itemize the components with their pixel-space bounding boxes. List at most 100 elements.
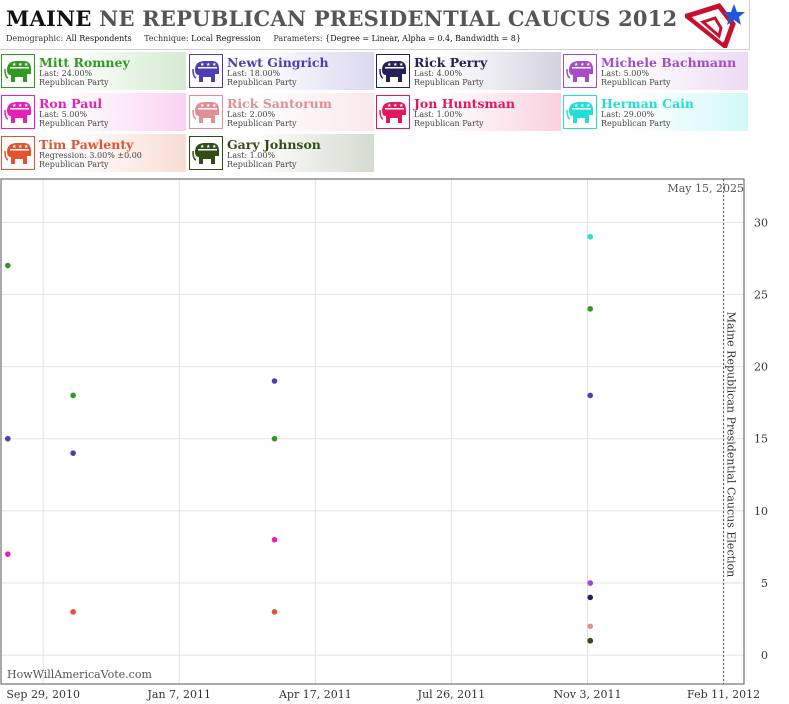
data-point bbox=[587, 594, 594, 601]
swatch: ★ ★ ★ bbox=[1, 95, 35, 129]
candidate-party: Republican Party bbox=[601, 119, 671, 128]
svg-text:★: ★ bbox=[399, 103, 404, 109]
svg-text:★: ★ bbox=[574, 103, 579, 109]
candidate-stat: Last: 1.00% bbox=[414, 110, 463, 119]
swatch: ★ ★ ★ bbox=[189, 136, 223, 170]
svg-text:★: ★ bbox=[212, 144, 217, 150]
candidate-stat: Last: 29.00% bbox=[601, 110, 655, 119]
candidate-stat: Last: 2.00% bbox=[227, 110, 276, 119]
data-point bbox=[587, 637, 594, 644]
svg-text:★: ★ bbox=[387, 103, 392, 109]
candidate-party: Republican Party bbox=[601, 78, 671, 87]
data-point bbox=[587, 623, 594, 630]
title-state: MAINE bbox=[6, 6, 92, 31]
svg-text:★: ★ bbox=[574, 62, 579, 68]
svg-text:★: ★ bbox=[212, 62, 217, 68]
candidate-name: Newt Gingrich bbox=[227, 55, 329, 70]
svg-text:★: ★ bbox=[18, 62, 23, 68]
data-point bbox=[587, 233, 594, 240]
candidate-name: Ron Paul bbox=[39, 96, 103, 111]
candidate-legend: ★ ★ ★ Mitt Romney Last: 24.00% Republican Par… bbox=[0, 52, 750, 174]
candidate-party: Republican Party bbox=[39, 160, 109, 169]
svg-text:★: ★ bbox=[586, 62, 591, 68]
candidate-name: Tim Pawlenty bbox=[39, 137, 134, 152]
svg-text:★: ★ bbox=[200, 103, 205, 109]
swatch: ★ ★ ★ bbox=[189, 95, 223, 129]
data-point bbox=[271, 378, 278, 384]
svg-text:★: ★ bbox=[200, 62, 205, 68]
legend-item: ★ ★ ★ Mitt Romney Last: 24.00% Republican Par… bbox=[0, 52, 186, 90]
x-tick-label: Jul 26, 2011 bbox=[417, 688, 486, 701]
x-tick-label: Sep 29, 2010 bbox=[6, 688, 80, 701]
parameters-label: Parameters: bbox=[273, 34, 323, 43]
data-point bbox=[5, 435, 11, 442]
demographic-label: Demographic: bbox=[6, 34, 64, 43]
x-tick-label: Jan 7, 2011 bbox=[146, 688, 211, 701]
data-point bbox=[271, 435, 278, 442]
y-tick-label: 25 bbox=[754, 288, 768, 301]
legend-item: ★ ★ ★ Tim Pawlenty Regression: 3.00% ±0.00 Re… bbox=[0, 134, 186, 172]
svg-text:★: ★ bbox=[393, 62, 398, 68]
svg-text:★: ★ bbox=[24, 144, 29, 150]
swatch: ★ ★ ★ bbox=[563, 95, 597, 129]
data-point bbox=[271, 536, 278, 543]
candidate-name: Herman Cain bbox=[601, 96, 694, 111]
candidate-stat: Last: 24.00% bbox=[39, 69, 93, 78]
candidate-stat: Last: 1.00% bbox=[227, 151, 276, 160]
candidate-stat: Last: 5.00% bbox=[39, 110, 88, 119]
svg-text:★: ★ bbox=[18, 144, 23, 150]
svg-text:★: ★ bbox=[212, 103, 217, 109]
svg-text:★: ★ bbox=[206, 103, 211, 109]
svg-text:★: ★ bbox=[586, 103, 591, 109]
candidate-party: Republican Party bbox=[227, 78, 297, 87]
data-point bbox=[271, 609, 278, 615]
chart-header: MAINE NE REPUBLICAN PRESIDENTIAL CAUCUS … bbox=[0, 0, 750, 50]
y-tick-label: 20 bbox=[754, 361, 768, 374]
data-point bbox=[70, 609, 76, 615]
as-of-date: May 15, 2025 bbox=[667, 182, 744, 195]
x-tick-label: Apr 17, 2011 bbox=[278, 688, 352, 701]
candidate-stat: Last: 18.00% bbox=[227, 69, 281, 78]
election-day-label: Maine Republican Presidential Caucus Ele… bbox=[725, 312, 738, 578]
svg-text:★: ★ bbox=[580, 62, 585, 68]
swatch: ★ ★ ★ bbox=[189, 54, 223, 88]
candidate-stat: Regression: 3.00% ±0.00 bbox=[39, 151, 142, 160]
plot-frame bbox=[0, 178, 745, 685]
candidate-name: Jon Huntsman bbox=[414, 96, 515, 111]
swatch: ★ ★ ★ bbox=[563, 54, 597, 88]
svg-text:★: ★ bbox=[393, 103, 398, 109]
legend-item: ★ ★ ★ Gary Johnson Last: 1.00% Republican Par… bbox=[188, 134, 374, 172]
parameters-line: Demographic: All Respondents Technique: … bbox=[6, 34, 521, 43]
x-tick-label: Feb 11, 2012 bbox=[687, 688, 760, 701]
parameters-value: {Degree = Linear, Alpha = 0.4, Bandwidth… bbox=[325, 34, 521, 43]
candidate-name: Rick Perry bbox=[414, 55, 488, 70]
swatch: ★ ★ ★ bbox=[376, 95, 410, 129]
legend-item: ★ ★ ★ Michele Bachmann Last: 5.00% Republican… bbox=[562, 52, 748, 90]
candidate-party: Republican Party bbox=[39, 78, 109, 87]
candidate-stat: Last: 5.00% bbox=[601, 69, 650, 78]
swatch: ★ ★ ★ bbox=[1, 54, 35, 88]
svg-text:★: ★ bbox=[12, 62, 17, 68]
swatch: ★ ★ ★ bbox=[376, 54, 410, 88]
data-point bbox=[70, 450, 76, 456]
x-tick-label: Nov 3, 2011 bbox=[554, 688, 622, 701]
data-point bbox=[587, 392, 594, 399]
svg-text:★: ★ bbox=[580, 103, 585, 109]
candidate-party: Republican Party bbox=[414, 119, 484, 128]
watermark: HowWillAmericaVote.com bbox=[7, 668, 152, 681]
svg-text:★: ★ bbox=[206, 144, 211, 150]
y-tick-label: 15 bbox=[754, 433, 768, 446]
svg-text:★: ★ bbox=[200, 144, 205, 150]
candidate-party: Republican Party bbox=[414, 78, 484, 87]
candidate-name: Gary Johnson bbox=[227, 137, 321, 152]
data-point bbox=[70, 392, 76, 399]
candidate-name: Rick Santorum bbox=[227, 96, 332, 111]
y-tick-label: 0 bbox=[761, 649, 768, 662]
y-tick-label: 5 bbox=[761, 577, 768, 590]
svg-text:★: ★ bbox=[24, 103, 29, 109]
technique-label: Technique: bbox=[144, 34, 189, 43]
data-point bbox=[587, 306, 594, 312]
candidate-party: Republican Party bbox=[227, 119, 297, 128]
candidate-name: Mitt Romney bbox=[39, 55, 130, 70]
data-point bbox=[587, 580, 594, 586]
